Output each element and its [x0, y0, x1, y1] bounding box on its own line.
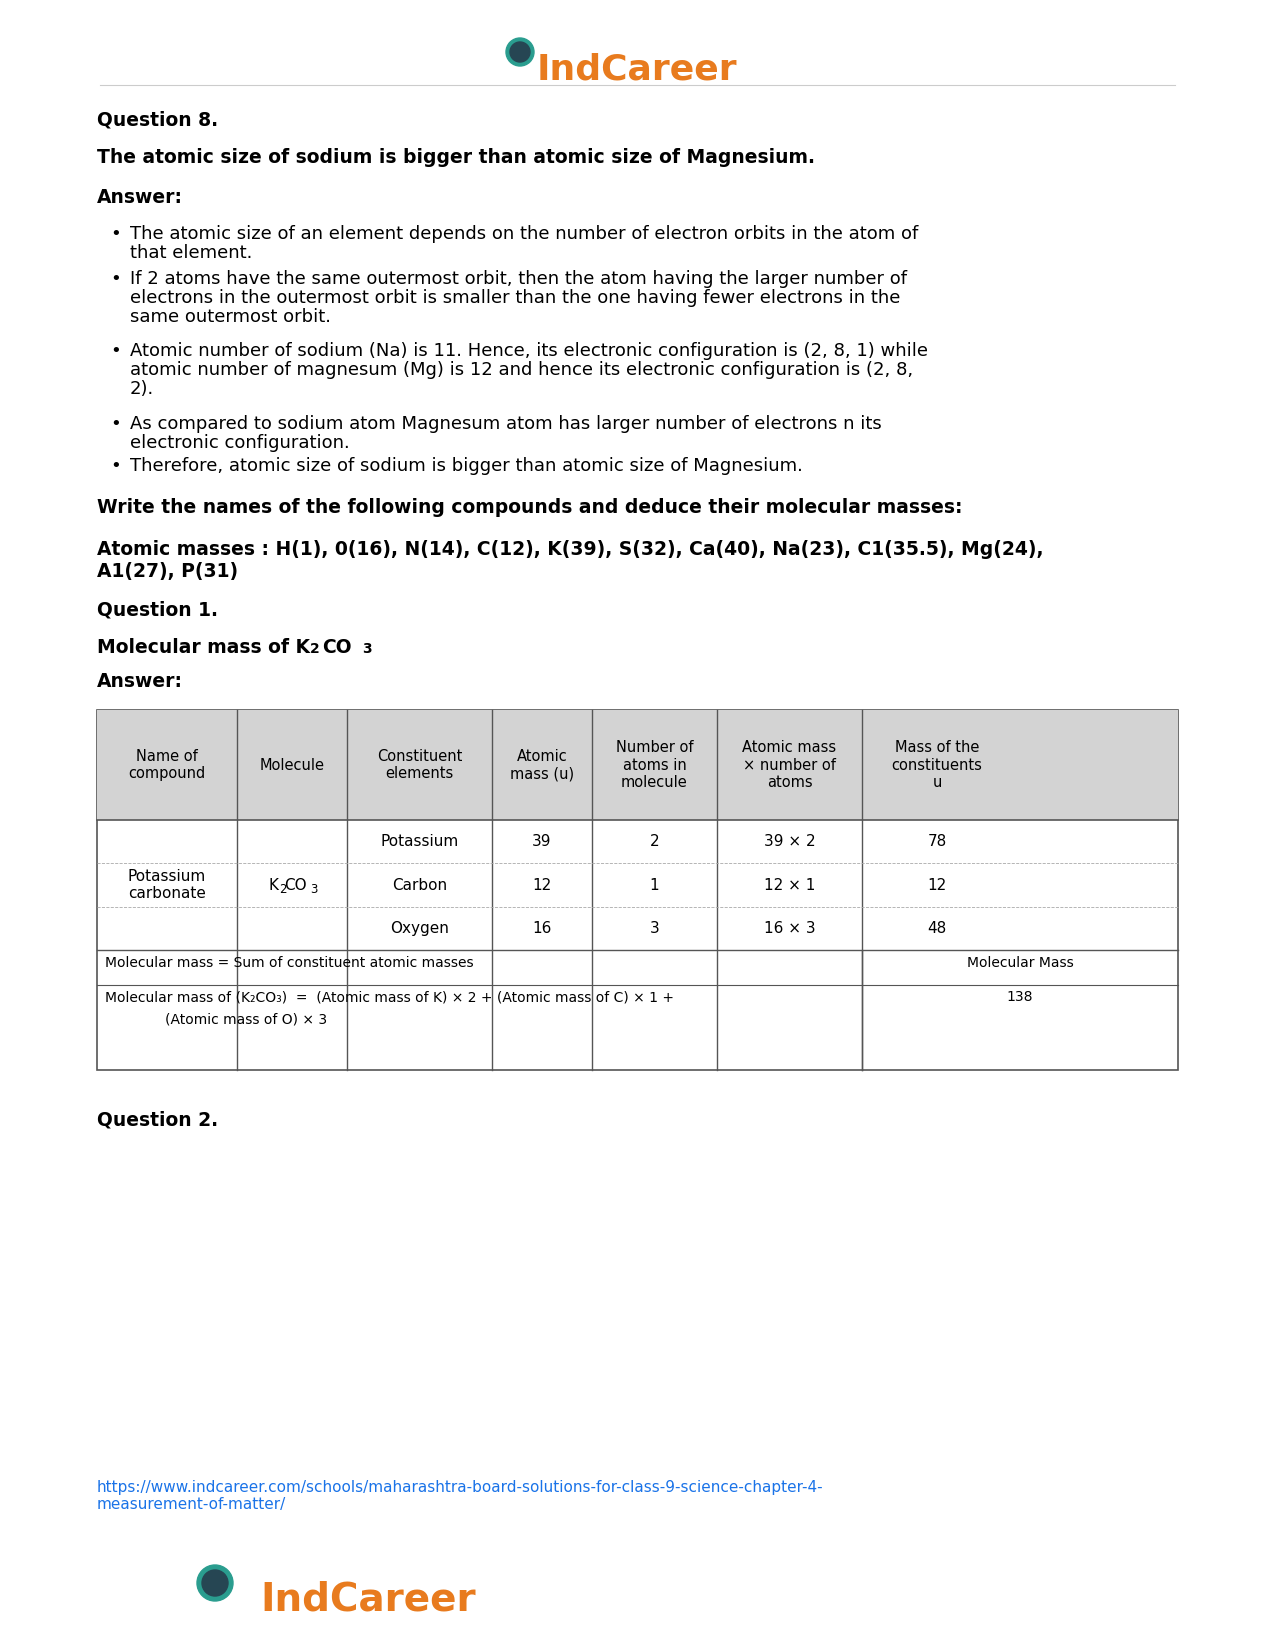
Text: Molecular Mass: Molecular Mass	[966, 956, 1074, 971]
Text: •: •	[110, 225, 121, 243]
Text: Answer:: Answer:	[97, 672, 184, 692]
Text: Mass of the
constituents
u: Mass of the constituents u	[891, 740, 983, 789]
Text: Atomic mass
× number of
atoms: Atomic mass × number of atoms	[742, 740, 836, 789]
Text: 2).: 2).	[130, 380, 154, 398]
Text: 2: 2	[279, 883, 287, 895]
Text: Question 8.: Question 8.	[97, 111, 218, 129]
Text: •: •	[110, 342, 121, 360]
Text: Potassium
carbonate: Potassium carbonate	[128, 868, 207, 901]
Text: Question 1.: Question 1.	[97, 599, 218, 619]
Text: K: K	[269, 877, 279, 893]
Text: 3: 3	[650, 921, 659, 936]
Text: Molecular mass of (K₂CO₃)  =  (Atomic mass of K) × 2 + (Atomic mass of C) × 1 +: Molecular mass of (K₂CO₃) = (Atomic mass…	[105, 991, 674, 1004]
Circle shape	[201, 1570, 228, 1597]
Text: 3: 3	[362, 642, 371, 655]
Text: Oxygen: Oxygen	[390, 921, 449, 936]
Text: Constituent
elements: Constituent elements	[377, 750, 462, 781]
Text: 12: 12	[927, 877, 946, 893]
Text: electrons in the outermost orbit is smaller than the one having fewer electrons : electrons in the outermost orbit is smal…	[130, 289, 900, 307]
Text: A1(27), P(31): A1(27), P(31)	[97, 561, 238, 581]
Text: electronic configuration.: electronic configuration.	[130, 434, 349, 452]
Text: Therefore, atomic size of sodium is bigger than atomic size of Magnesium.: Therefore, atomic size of sodium is bigg…	[130, 457, 803, 475]
Text: 1: 1	[650, 877, 659, 893]
Circle shape	[510, 41, 530, 63]
Text: Write the names of the following compounds and deduce their molecular masses:: Write the names of the following compoun…	[97, 499, 963, 517]
Circle shape	[198, 1565, 233, 1601]
Circle shape	[506, 38, 534, 66]
Text: 2: 2	[310, 642, 320, 655]
Text: 3: 3	[310, 883, 317, 895]
Text: that element.: that element.	[130, 244, 252, 263]
Text: 12: 12	[533, 877, 552, 893]
Text: 39: 39	[532, 834, 552, 849]
Text: •: •	[110, 457, 121, 475]
Text: atomic number of magnesum (Mg) is 12 and hence its electronic configuration is (: atomic number of magnesum (Mg) is 12 and…	[130, 362, 913, 380]
Text: •: •	[110, 414, 121, 433]
Text: 39 × 2: 39 × 2	[764, 834, 815, 849]
Text: same outermost orbit.: same outermost orbit.	[130, 309, 332, 325]
Text: Carbon: Carbon	[391, 877, 448, 893]
Bar	[97, 710, 1178, 821]
Text: Potassium: Potassium	[380, 834, 459, 849]
Text: 16: 16	[533, 921, 552, 936]
Text: CO: CO	[283, 877, 306, 893]
Text: If 2 atoms have the same outermost orbit, then the atom having the larger number: If 2 atoms have the same outermost orbit…	[130, 271, 907, 287]
Text: IndCareer: IndCareer	[260, 1580, 476, 1618]
Text: The atomic size of sodium is bigger than atomic size of Magnesium.: The atomic size of sodium is bigger than…	[97, 149, 815, 167]
Text: Answer:: Answer:	[97, 188, 184, 206]
Text: 138: 138	[1007, 991, 1033, 1004]
Text: https://www.indcareer.com/schools/maharashtra-board-solutions-for-class-9-scienc: https://www.indcareer.com/schools/mahara…	[97, 1479, 824, 1512]
Text: Atomic masses : H(1), 0(16), N(14), C(12), K(39), S(32), Ca(40), Na(23), C1(35.5: Atomic masses : H(1), 0(16), N(14), C(12…	[97, 540, 1043, 560]
Text: The atomic size of an element depends on the number of electron orbits in the at: The atomic size of an element depends on…	[130, 225, 918, 243]
Text: 78: 78	[927, 834, 946, 849]
Text: •: •	[110, 271, 121, 287]
Text: IndCareer: IndCareer	[537, 51, 737, 86]
Text: 2: 2	[650, 834, 659, 849]
Text: Name of
compound: Name of compound	[129, 750, 205, 781]
Text: CO: CO	[323, 637, 352, 657]
Text: 16 × 3: 16 × 3	[764, 921, 815, 936]
Text: Question 2.: Question 2.	[97, 1109, 218, 1129]
Text: As compared to sodium atom Magnesum atom has larger number of electrons n its: As compared to sodium atom Magnesum atom…	[130, 414, 882, 433]
Text: Molecule: Molecule	[260, 758, 325, 773]
Text: Atomic
mass (u): Atomic mass (u)	[510, 750, 574, 781]
Text: Number of
atoms in
molecule: Number of atoms in molecule	[616, 740, 694, 789]
Bar	[97, 710, 1178, 1070]
Text: 48: 48	[927, 921, 946, 936]
Text: (Atomic mass of O) × 3: (Atomic mass of O) × 3	[164, 1012, 328, 1025]
Text: 12 × 1: 12 × 1	[764, 877, 815, 893]
Text: Molecular mass = Sum of constituent atomic masses: Molecular mass = Sum of constituent atom…	[105, 956, 473, 971]
Text: Atomic number of sodium (Na) is 11. Hence, its electronic configuration is (2, 8: Atomic number of sodium (Na) is 11. Henc…	[130, 342, 928, 360]
Text: Molecular mass of K: Molecular mass of K	[97, 637, 310, 657]
